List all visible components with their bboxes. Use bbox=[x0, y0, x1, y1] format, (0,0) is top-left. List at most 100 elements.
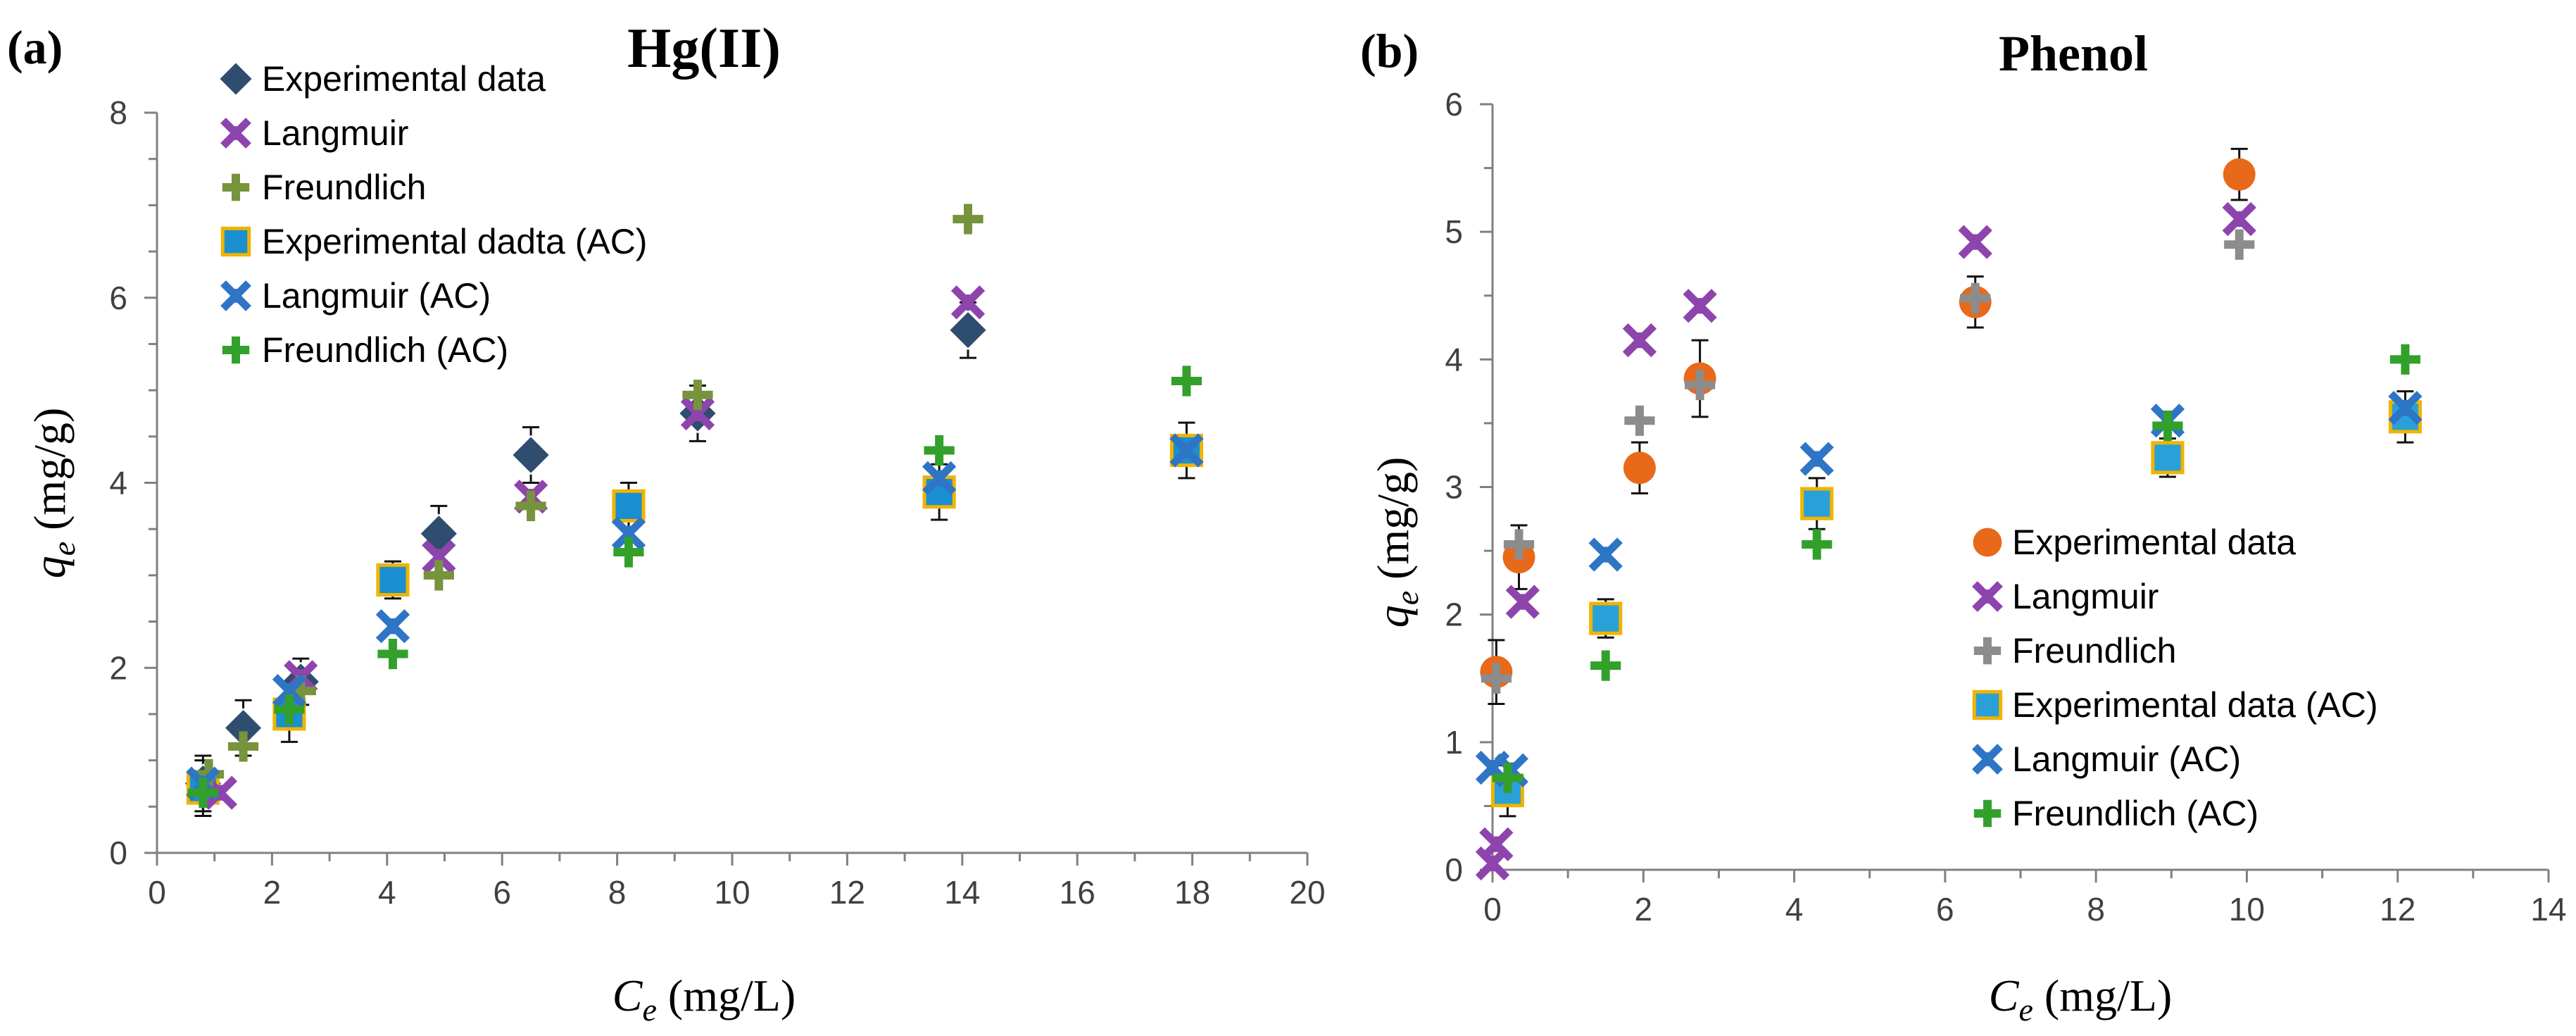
legend-marker bbox=[220, 280, 251, 311]
legend-entry-label: Langmuir (AC) bbox=[262, 276, 491, 316]
panel-a-data-marks bbox=[182, 204, 1204, 810]
panel-a-x-tick-labels: 0 2 4 6 8 10 12 14 16 18 20 bbox=[148, 874, 1325, 911]
data-point-freundlich-ac bbox=[924, 435, 955, 466]
data-point-langmuir bbox=[1622, 323, 1657, 358]
panel-b-axes bbox=[1480, 103, 2550, 882]
panel-b-y-axis-label: qe (mg/g) bbox=[1368, 457, 1425, 628]
y-tick-label: 5 bbox=[1445, 213, 1463, 250]
data-point-experimental-data-ac bbox=[1589, 601, 1623, 635]
data-point-langmuir-ac bbox=[375, 609, 410, 644]
x-tick-label: 10 bbox=[714, 874, 750, 911]
data-point-langmuir-ac bbox=[2388, 391, 2423, 425]
x-tick-label: 14 bbox=[2530, 891, 2566, 928]
x-tick-label: 14 bbox=[944, 874, 980, 911]
data-point-freundlich-ac bbox=[1171, 366, 1202, 397]
legend-entry-label: Langmuir (AC) bbox=[2012, 739, 2241, 779]
x-tick-label: 0 bbox=[148, 874, 166, 911]
data-point-experimental-data bbox=[2223, 158, 2256, 191]
panel-a: (a) Hg(II) 0 2 4 6 8 10 12 14 16 18 20 0 2 4 6 8 Ce (m… bbox=[7, 18, 1326, 1028]
data-point-freundlich bbox=[1481, 663, 1512, 694]
panel-a-legend: Experimental data Langmuir Freundlich Exper… bbox=[218, 59, 647, 370]
data-point-experimental-data-ac bbox=[2151, 441, 2185, 475]
data-point-freundlich bbox=[953, 204, 984, 235]
data-point-freundlich bbox=[515, 490, 546, 521]
data-point-freundlich-ac bbox=[1590, 650, 1621, 681]
legend-marker bbox=[1973, 799, 2002, 828]
legend-marker bbox=[1972, 744, 2003, 775]
legend-entry-label: Experimental data (AC) bbox=[2012, 685, 2378, 725]
y-tick-label: 0 bbox=[109, 835, 127, 871]
data-point-freundlich-ac bbox=[1802, 529, 1833, 560]
data-point-experimental-data-ac bbox=[1800, 487, 1834, 520]
data-point-freundlich bbox=[423, 560, 454, 591]
data-point-langmuir bbox=[2222, 201, 2256, 237]
data-point-freundlich-ac bbox=[2152, 410, 2183, 442]
data-point-freundlich bbox=[682, 380, 713, 411]
data-point-freundlich-ac bbox=[187, 778, 218, 809]
legend-marker bbox=[1972, 689, 2003, 720]
data-point-langmuir-ac bbox=[1588, 537, 1623, 572]
legend-marker bbox=[218, 61, 254, 97]
data-point-experimental-data bbox=[510, 435, 551, 475]
legend-entry-label: Experimental data bbox=[2012, 523, 2296, 562]
legend-marker bbox=[222, 173, 250, 201]
x-tick-label: 10 bbox=[2229, 891, 2265, 928]
x-tick-label: 0 bbox=[1483, 891, 1502, 928]
data-point-freundlich-ac bbox=[1492, 762, 1523, 794]
panel-b-label: (b) bbox=[1360, 24, 1419, 77]
legend-marker bbox=[1973, 637, 2002, 665]
x-tick-label: 2 bbox=[263, 874, 282, 911]
y-tick-label: 1 bbox=[1445, 724, 1463, 761]
panel-b-y-tick-labels: 0 1 2 3 4 5 6 bbox=[1445, 86, 1463, 888]
legend-marker bbox=[220, 226, 251, 257]
y-tick-label: 2 bbox=[1445, 597, 1463, 633]
x-tick-label: 8 bbox=[608, 874, 627, 911]
legend-marker bbox=[222, 336, 250, 364]
data-point-langmuir-ac bbox=[922, 461, 957, 496]
data-point-freundlich-ac bbox=[274, 694, 305, 725]
legend-entry-label: Langmuir bbox=[262, 113, 408, 153]
x-tick-label: 12 bbox=[2380, 891, 2415, 928]
data-point-experimental-data bbox=[948, 310, 988, 351]
legend-marker bbox=[220, 118, 251, 149]
legend-marker bbox=[1972, 581, 2003, 612]
data-point-freundlich-ac bbox=[377, 638, 408, 670]
data-point-freundlich bbox=[1503, 529, 1535, 560]
data-point-langmuir-ac bbox=[1799, 442, 1834, 476]
y-tick-label: 6 bbox=[1445, 86, 1463, 123]
x-tick-label: 4 bbox=[378, 874, 396, 911]
data-point-freundlich bbox=[1624, 405, 1655, 436]
data-point-freundlich-ac bbox=[2389, 344, 2421, 375]
x-tick-label: 20 bbox=[1289, 874, 1325, 911]
panel-b-x-tick-labels: 0 2 4 6 8 10 12 14 bbox=[1483, 891, 2566, 928]
data-point-freundlich bbox=[227, 731, 259, 762]
legend-entry-label: Freundlich (AC) bbox=[2012, 794, 2258, 833]
y-tick-label: 4 bbox=[1445, 341, 1463, 377]
x-tick-label: 6 bbox=[1936, 891, 1954, 928]
x-tick-label: 4 bbox=[1785, 891, 1804, 928]
panel-b-title: Phenol bbox=[1999, 25, 2148, 82]
legend-marker bbox=[1973, 528, 2002, 557]
legend-entry-label: Freundlich (AC) bbox=[262, 330, 508, 370]
data-point-freundlich-ac bbox=[613, 537, 644, 568]
data-point-experimental-dadta-ac bbox=[612, 489, 646, 523]
x-tick-label: 6 bbox=[493, 874, 511, 911]
data-point-freundlich bbox=[1685, 369, 1716, 401]
legend-entry-label: Freundlich bbox=[2012, 631, 2176, 670]
x-tick-label: 18 bbox=[1174, 874, 1210, 911]
legend-entry-label: Experimental data bbox=[262, 59, 546, 99]
y-tick-label: 2 bbox=[109, 649, 127, 686]
y-tick-label: 6 bbox=[109, 280, 127, 316]
y-tick-label: 4 bbox=[109, 465, 127, 501]
data-point-langmuir bbox=[950, 285, 986, 320]
panel-a-y-tick-labels: 0 2 4 6 8 bbox=[109, 94, 127, 871]
data-point-experimental-data bbox=[1623, 451, 1656, 485]
legend-entry-label: Freundlich bbox=[262, 168, 426, 207]
panel-b-legend: Experimental data Langmuir Freundlich Exper… bbox=[1972, 523, 2378, 833]
panel-a-title: Hg(II) bbox=[627, 18, 781, 80]
data-point-freundlich bbox=[1960, 282, 1991, 313]
panel-a-y-axis-label: qe (mg/g) bbox=[25, 408, 82, 579]
data-point-langmuir bbox=[1479, 827, 1514, 861]
